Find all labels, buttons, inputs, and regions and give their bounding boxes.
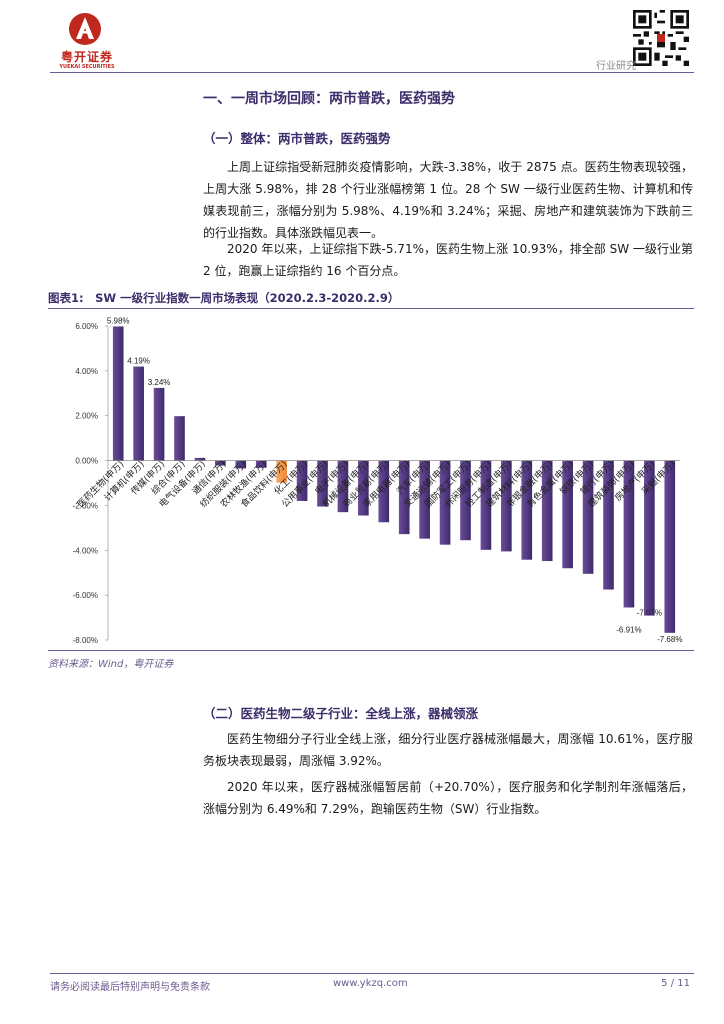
bar-13 (358, 460, 369, 516)
qr-code-icon (633, 10, 689, 66)
bar-23 (562, 460, 573, 569)
paragraph-pharma-1: 医药生物细分子行业全线上涨，细分行业医疗器械涨幅最大，周涨幅 10.61%，医疗… (203, 732, 693, 768)
y-tick-label: -8.00% (73, 636, 98, 645)
y-tick-label: 4.00% (75, 367, 98, 376)
bar-4 (174, 416, 185, 461)
bar-28 (664, 460, 676, 633)
bar-14 (378, 460, 390, 523)
bar-25 (603, 460, 614, 590)
bar-19 (480, 460, 492, 550)
figure-title: 图表1: SW 一级行业指数一周市场表现（2020.2.3-2020.2.9） (48, 291, 400, 305)
figure-bottom-divider (48, 650, 694, 651)
bar-18 (460, 460, 471, 541)
logo-mark-icon (69, 13, 101, 45)
data-label: 5.98% (107, 316, 130, 325)
data-label: 4.19% (127, 357, 150, 366)
bar-10 (296, 460, 308, 501)
bar-5 (194, 457, 206, 461)
disclaimer-link[interactable]: 请务必阅读最后特别声明与免责条款 (50, 982, 210, 993)
header-divider (50, 72, 694, 73)
bar-2 (133, 366, 144, 461)
bar-8 (255, 460, 267, 468)
logo-text-en: YUEKAI SECURITIES (59, 64, 115, 70)
page-number: 5 / 11 (661, 978, 690, 989)
subsection-heading-overall: （一）整体：两市普跌，医药强势 (203, 131, 391, 146)
bar-9 (276, 460, 287, 483)
bar-6 (215, 460, 226, 466)
paragraph-overall-1: 上周上证综指受新冠肺炎疫情影响，大跌-3.38%，收于 2875 点。医药生物表… (203, 160, 693, 240)
bar-21 (521, 460, 533, 560)
website-link[interactable]: www.ykzq.com (333, 978, 408, 989)
bar-17 (439, 460, 451, 545)
bar-22 (541, 460, 553, 562)
subsection-heading-pharma: （二）医药生物二级子行业：全线上涨，器械领涨 (203, 706, 479, 721)
bar-11 (317, 460, 328, 507)
y-tick-label: 2.00% (75, 412, 98, 421)
industry-bar-chart: 6.00% 4.00% 2.00% 0.00% -2.00% -4.00% -6.00% -8… (73, 316, 683, 645)
figure-top-divider (48, 308, 694, 309)
bar-7 (235, 460, 247, 469)
y-tick-label: 6.00% (75, 322, 98, 331)
y-tick-label: -6.00% (73, 591, 98, 600)
bar-3 (153, 387, 165, 461)
company-logo: 粤开证券 YUEKAI SECURITIES (50, 12, 120, 70)
y-tick-label: -4.00% (73, 546, 98, 555)
section-heading: 一、一周市场回顾：两市普跌，医药强势 (203, 91, 455, 107)
y-tick-label: 0.00% (75, 457, 98, 466)
y-tick-label: -2.00% (73, 501, 98, 510)
figure-source: 资料来源：Wind，粤开证券 (48, 659, 174, 670)
footer-divider (50, 973, 694, 974)
paragraph-overall-2: 2020 年以来，上证综指下跌-5.71%，医药生物上涨 10.93%，排全部 … (203, 242, 693, 278)
paragraph-pharma-2: 2020 年以来，医疗器械涨幅暂居前（+20.70%），医疗服务和化学制剂年涨幅… (203, 780, 693, 816)
data-label: -6.91% (616, 625, 641, 634)
bar-20 (501, 460, 512, 552)
bar-15 (398, 460, 410, 535)
data-label: -7.68% (657, 635, 682, 644)
report-category: 行业研究 (596, 61, 636, 72)
bar-24 (582, 460, 594, 574)
data-label: -7.07% (637, 609, 662, 618)
bar-27 (644, 460, 655, 616)
bar-12 (337, 460, 349, 513)
bar-16 (419, 460, 430, 539)
bar-26 (623, 460, 635, 608)
data-label: 3.24% (148, 378, 171, 387)
logo-text-cn: 粤开证券 (60, 50, 113, 64)
bar-1 (112, 326, 124, 461)
